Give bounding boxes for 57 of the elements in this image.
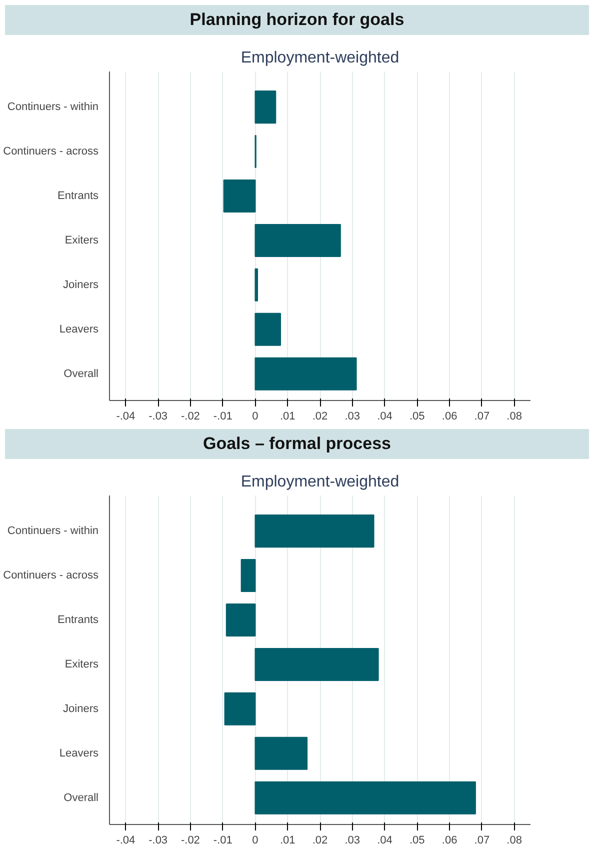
x-tick-label: .02 <box>312 834 328 846</box>
bar <box>254 514 374 548</box>
bar <box>254 781 476 814</box>
x-tick-label: .06 <box>442 834 458 846</box>
y-tick-label: Joiners <box>63 702 99 715</box>
x-tick-label: -.01 <box>213 834 232 846</box>
y-tick-label: Continuers - across <box>3 570 99 582</box>
x-tick-label: -.02 <box>180 410 200 422</box>
chart-subtitle: Employment-weighted <box>240 50 400 66</box>
bar <box>254 648 379 681</box>
x-tick-label: -.01 <box>213 410 232 422</box>
x-tick-label: .03 <box>344 410 360 422</box>
chart-subtitle: Employment-weighted <box>240 474 400 490</box>
bar <box>254 312 281 346</box>
x-tick-label: .01 <box>280 834 296 846</box>
bar <box>240 559 256 592</box>
x-tick-label: -.02 <box>180 834 200 846</box>
x-tick-label: 0 <box>252 410 258 422</box>
y-tick-label: Joiners <box>63 278 99 291</box>
x-tick-label: -.03 <box>148 410 168 422</box>
bar <box>254 736 308 770</box>
y-tick-label: Entrants <box>58 614 99 626</box>
y-tick-label: Overall <box>64 792 98 804</box>
x-tick-label: .02 <box>312 410 328 422</box>
bar <box>254 224 341 257</box>
x-tick-label: .01 <box>280 410 296 422</box>
x-tick-label: .08 <box>506 410 522 422</box>
y-tick-label: Entrants <box>58 190 99 202</box>
y-tick-label: Exiters <box>64 658 99 670</box>
y-tick-label: Continuers - within <box>7 101 98 114</box>
bar <box>226 603 256 636</box>
x-tick-label: -.04 <box>116 410 136 422</box>
x-tick-label: -.04 <box>116 834 136 846</box>
chart-title: Goals – formal process <box>202 433 392 455</box>
x-tick-label: .07 <box>474 410 490 422</box>
bar <box>224 692 256 726</box>
bar <box>254 90 276 124</box>
chart-title: Planning horizon for goals <box>190 9 404 31</box>
y-tick-label: Exiters <box>64 234 99 246</box>
bar <box>254 357 357 390</box>
x-tick-label: .06 <box>442 410 458 422</box>
bar <box>223 179 256 212</box>
x-tick-label: .04 <box>377 410 392 422</box>
y-tick-label: Leavers <box>59 747 99 760</box>
y-tick-label: Overall <box>64 368 98 380</box>
x-tick-label: 0 <box>252 834 258 846</box>
x-tick-label: .03 <box>344 834 360 846</box>
x-tick-label: .04 <box>377 834 392 846</box>
x-tick-label: .08 <box>506 834 522 846</box>
x-tick-label: .05 <box>410 834 425 846</box>
bar <box>254 268 258 302</box>
x-tick-label: .07 <box>474 834 490 846</box>
x-tick-label: -.03 <box>148 834 168 846</box>
y-tick-label: Continuers - across <box>3 146 99 158</box>
y-tick-label: Continuers - within <box>7 525 98 538</box>
y-tick-label: Leavers <box>59 323 99 336</box>
x-tick-label: .05 <box>410 410 425 422</box>
